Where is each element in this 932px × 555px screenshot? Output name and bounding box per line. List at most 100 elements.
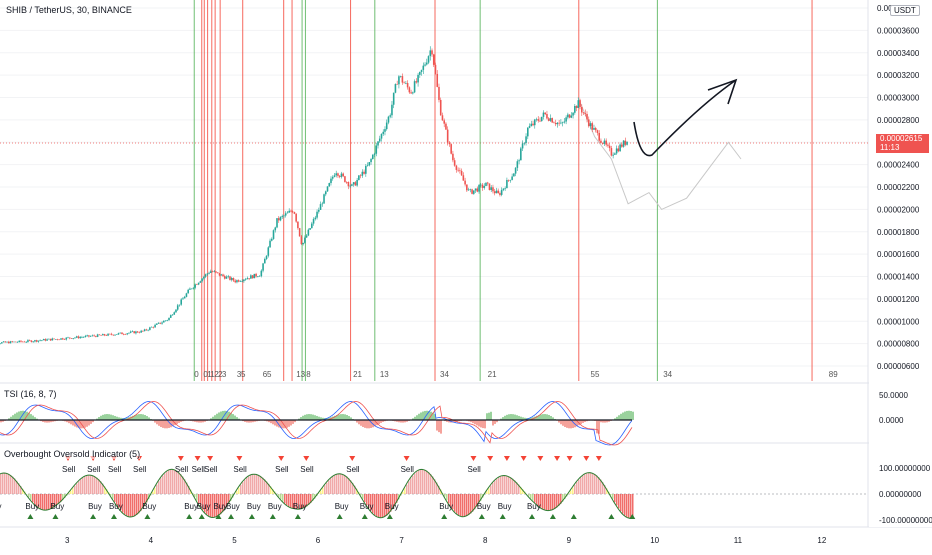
candle-body bbox=[32, 341, 34, 342]
candle-body bbox=[348, 182, 350, 186]
candle-body bbox=[102, 334, 104, 335]
ob-bar bbox=[362, 494, 364, 499]
tsi-legend[interactable]: TSI (16, 8, 7) bbox=[4, 389, 57, 399]
tsi-hist-bar bbox=[622, 413, 624, 420]
ob-bar bbox=[258, 475, 260, 494]
sell-label: Sell bbox=[133, 465, 147, 474]
candle-body bbox=[262, 263, 264, 270]
ob-bar bbox=[502, 476, 504, 494]
tsi-hist-bar bbox=[14, 414, 16, 420]
tsi-hist-bar bbox=[218, 412, 220, 420]
candle-body bbox=[449, 142, 451, 144]
tsi-pane[interactable]: 50.00000.0000 bbox=[0, 391, 908, 445]
ob-bar bbox=[338, 474, 340, 494]
candle-body bbox=[301, 236, 303, 244]
candlestick-series bbox=[0, 46, 628, 345]
ob-bar bbox=[332, 477, 334, 494]
tsi-hist-bar bbox=[440, 420, 442, 434]
ob-legend[interactable]: Overbought Oversold Indicator (5) bbox=[4, 449, 140, 459]
candle-body bbox=[504, 188, 506, 189]
tsi-hist-bar bbox=[106, 414, 108, 420]
buy-label: Buy bbox=[477, 502, 491, 511]
tsi-hist-bar bbox=[138, 414, 140, 420]
ob-bar bbox=[430, 474, 432, 494]
candle-body bbox=[405, 83, 407, 84]
candle-body bbox=[421, 70, 423, 72]
buy-label: Buy bbox=[335, 502, 349, 511]
time-tick-label: 8 bbox=[483, 536, 488, 545]
ob-bar bbox=[156, 485, 158, 494]
tsi-hist-bar bbox=[234, 416, 236, 420]
ob-bar bbox=[0, 474, 2, 494]
price-tick-label: 0.00003600 bbox=[877, 26, 920, 35]
candle-body bbox=[593, 128, 595, 130]
candle-body bbox=[524, 143, 526, 144]
ob-bar bbox=[342, 474, 344, 494]
ob-bar bbox=[264, 479, 266, 494]
candle-body bbox=[525, 136, 527, 143]
currency-button[interactable]: USDT bbox=[890, 5, 920, 16]
candle-body bbox=[402, 76, 404, 82]
tsi-hist-bar bbox=[156, 420, 158, 424]
ob-bar bbox=[344, 475, 346, 494]
fib-label: 13 bbox=[296, 370, 305, 379]
candle-body bbox=[567, 115, 569, 118]
candle-body bbox=[473, 190, 475, 193]
ob-bar bbox=[126, 494, 128, 516]
candle-body bbox=[97, 334, 99, 336]
ob-bar bbox=[454, 494, 456, 512]
tsi-hist-bar bbox=[142, 414, 144, 420]
ob-bar bbox=[408, 481, 410, 494]
fib-label: 0 bbox=[194, 370, 199, 379]
candle-body bbox=[132, 331, 134, 332]
tsi-hist-bar bbox=[568, 420, 570, 428]
ob-bar bbox=[508, 476, 510, 494]
ob-bar bbox=[134, 494, 136, 516]
candle-body bbox=[341, 174, 343, 177]
fib-label: 55 bbox=[591, 370, 600, 379]
candle-body bbox=[186, 293, 188, 297]
drawing-layer bbox=[634, 80, 736, 156]
buy-marker bbox=[550, 514, 556, 519]
buy-label: Buy bbox=[439, 502, 453, 511]
candle-body bbox=[621, 145, 623, 147]
tsi-hist-bar bbox=[478, 420, 480, 427]
candle-body bbox=[297, 222, 299, 229]
candle-body bbox=[356, 180, 358, 186]
ob-bar bbox=[4, 473, 6, 494]
candle-body bbox=[544, 113, 546, 114]
ob-bar bbox=[584, 474, 586, 494]
candle-body bbox=[123, 334, 125, 335]
ob-tick-label: 0.00000000 bbox=[879, 490, 922, 499]
candle-body bbox=[569, 115, 571, 118]
chart-title: SHIB / TetherUS, 30, BINANCE bbox=[6, 5, 132, 15]
candle-body bbox=[5, 342, 7, 343]
candle-body bbox=[382, 132, 384, 134]
price-tick-label: 0.00001000 bbox=[877, 317, 920, 326]
tsi-hist-bar bbox=[286, 420, 288, 428]
ob-bar bbox=[284, 494, 286, 503]
candle-body bbox=[597, 130, 599, 133]
candle-body bbox=[45, 339, 47, 341]
candle-body bbox=[153, 327, 155, 328]
candle-body bbox=[416, 81, 418, 82]
candle-body bbox=[126, 333, 128, 334]
price-axis[interactable]: 0.000036000.000034000.000032000.00003000… bbox=[869, 0, 932, 527]
candle-body bbox=[407, 83, 409, 87]
candle-body bbox=[609, 146, 611, 148]
candle-body bbox=[530, 124, 532, 126]
tsi-hist-bar bbox=[544, 414, 546, 420]
ob-bar bbox=[376, 494, 378, 516]
candle-body bbox=[412, 92, 414, 93]
tsi-hist-bar bbox=[110, 415, 112, 420]
candle-body bbox=[536, 119, 538, 120]
candle-body bbox=[381, 134, 383, 139]
sell-label: Sell bbox=[175, 465, 189, 474]
candle-body bbox=[619, 145, 621, 152]
tsi-hist-bar bbox=[562, 420, 564, 426]
ob-bar bbox=[8, 474, 10, 494]
